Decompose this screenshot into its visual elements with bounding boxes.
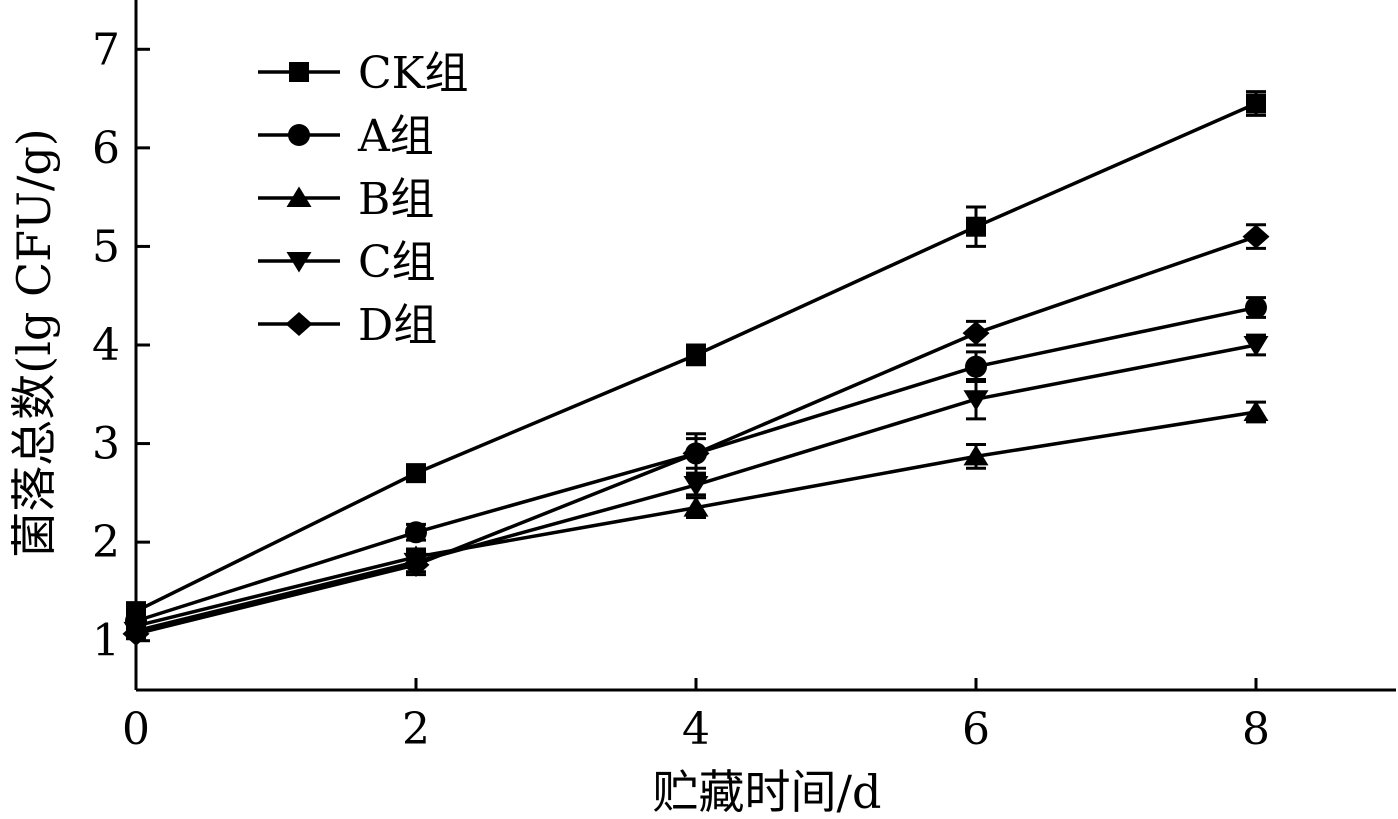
series-4: [122, 223, 1270, 646]
x-axis-title: 贮藏时间/d: [653, 765, 882, 819]
legend-entry-4: D组: [258, 300, 437, 351]
data-point: [686, 344, 706, 365]
legend-label: C组: [358, 237, 436, 288]
data-point: [1245, 296, 1267, 319]
y-tick-label: 3: [92, 419, 120, 470]
y-tick-label: 2: [92, 517, 120, 568]
data-point: [402, 552, 430, 577]
x-tick-label: 0: [122, 704, 150, 755]
x-tick-label: 4: [682, 704, 710, 755]
legend-entry-2: B组: [258, 174, 434, 225]
data-point: [1243, 400, 1269, 422]
y-axis-title: 菌落总数(lg CFU/g): [7, 128, 61, 558]
x-tick-label: 2: [402, 704, 430, 755]
legend-entry-1: A组: [258, 111, 434, 162]
x-tick-label: 8: [1242, 704, 1270, 755]
legend-label: B组: [358, 174, 434, 225]
legend-entry-3: C组: [258, 237, 436, 288]
data-point: [962, 321, 990, 346]
legend-marker: [289, 62, 309, 82]
data-point: [682, 441, 710, 466]
legend-marker: [286, 252, 312, 273]
legend: CK组 A组 B组 C组 D组: [258, 48, 469, 351]
data-point: [1243, 336, 1269, 357]
data-point: [966, 216, 986, 237]
y-tick-label: 5: [92, 221, 120, 272]
data-point: [965, 355, 987, 378]
data-point: [405, 521, 427, 544]
data-point: [1246, 93, 1266, 114]
legend-entry-0: CK组: [258, 48, 469, 99]
legend-label: CK组: [358, 48, 469, 99]
data-point: [683, 475, 709, 497]
data-point: [1242, 224, 1270, 249]
series-0: [126, 90, 1266, 622]
y-tick-label: 4: [92, 320, 120, 371]
y-tick-label: 7: [92, 24, 120, 75]
data-point: [406, 463, 426, 484]
data-point: [683, 496, 709, 517]
legend-label: D组: [358, 300, 437, 351]
series-layer: [122, 90, 1270, 646]
data-point: [963, 444, 989, 466]
legend-marker: [288, 124, 310, 146]
data-point: [122, 621, 150, 646]
y-tick-label: 6: [92, 123, 120, 174]
legend-marker: [286, 186, 312, 207]
legend-label: A组: [357, 111, 434, 162]
axes: 0 2 4 6 8 1 2 3 4 5 6 7: [92, 0, 1396, 755]
data-point: [963, 390, 989, 411]
legend-marker: [285, 312, 313, 336]
x-tick-label: 6: [962, 704, 990, 755]
y-tick-label: 1: [92, 616, 120, 667]
